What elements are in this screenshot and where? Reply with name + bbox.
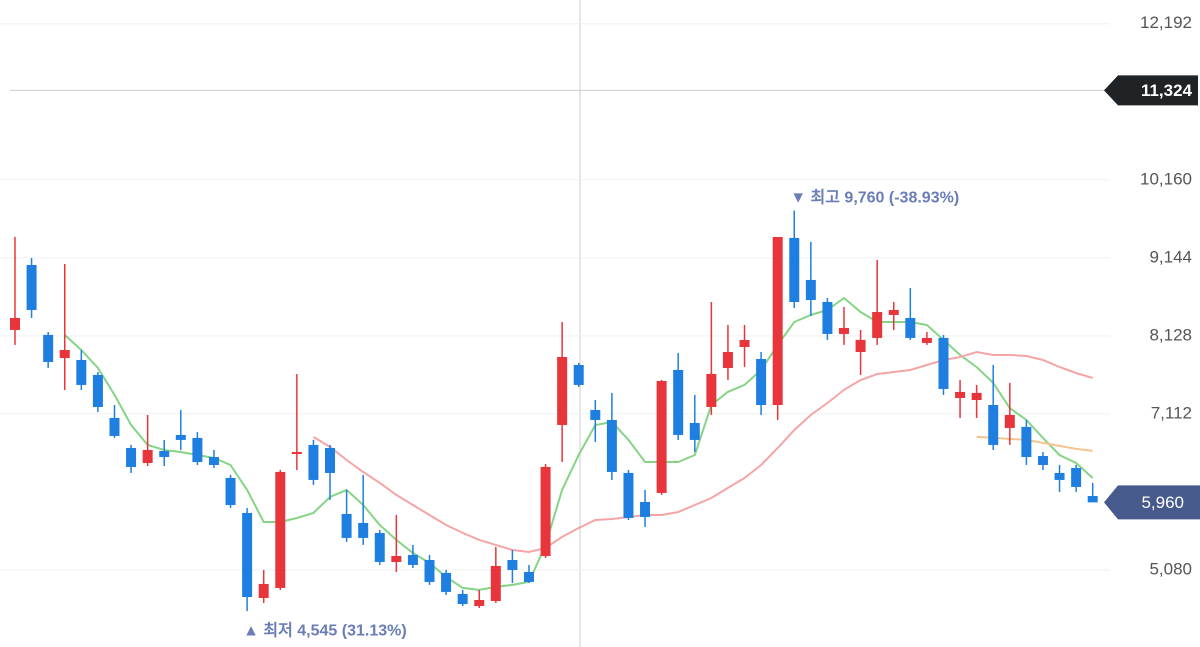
- candle-body: [789, 237, 800, 302]
- candle-body: [706, 373, 717, 407]
- candle-body: [756, 358, 767, 405]
- candle-body: [722, 351, 733, 368]
- candle-body: [540, 466, 551, 556]
- min-annotation: ▲ 최저 4,545 (31.13%): [243, 620, 407, 639]
- candle-body: [192, 437, 203, 462]
- candle-body: [888, 309, 899, 315]
- candle-body: [938, 337, 949, 389]
- max-annotation: ▼ 최고 9,760 (-38.93%): [790, 188, 959, 207]
- candle-body: [905, 317, 916, 338]
- candle-body: [805, 279, 816, 300]
- candle-body: [590, 409, 601, 420]
- candle-body: [291, 451, 302, 454]
- candle-body: [955, 391, 966, 399]
- candle-body: [855, 339, 866, 352]
- candle-body: [175, 434, 186, 440]
- last-price-box: [1104, 485, 1200, 520]
- candle-body: [971, 392, 982, 400]
- candle-body: [1037, 455, 1048, 465]
- candle-body: [441, 572, 452, 592]
- candle-body: [573, 364, 584, 385]
- candle-body: [76, 359, 87, 385]
- candle-body: [623, 472, 634, 518]
- candle-body: [26, 264, 37, 310]
- candle-body: [689, 422, 700, 440]
- candle-body: [92, 374, 103, 407]
- last-price-label: 5,960: [1141, 493, 1184, 512]
- candle-body: [325, 447, 336, 473]
- candle-body: [739, 339, 750, 348]
- y-tick-label: 8,128: [1149, 325, 1192, 344]
- candle-body: [474, 599, 485, 606]
- candle-body: [159, 450, 170, 457]
- candle-body: [640, 501, 651, 517]
- y-tick-label: 9,144: [1149, 247, 1192, 266]
- candle-body: [1004, 414, 1015, 428]
- candle-body: [507, 559, 518, 570]
- candle-body: [772, 236, 783, 405]
- candle-body: [208, 456, 219, 465]
- candle-body: [43, 334, 54, 362]
- candle-body: [490, 565, 501, 601]
- candle-body: [839, 327, 849, 334]
- candle-body: [109, 417, 120, 436]
- candle-body: [10, 317, 20, 330]
- crosshair-label: 11,324: [1141, 81, 1193, 100]
- candle-body: [872, 311, 883, 338]
- candle-body: [673, 369, 684, 435]
- candle-body: [391, 555, 402, 562]
- candle-body: [407, 554, 418, 565]
- y-tick-label: 10,160: [1140, 169, 1192, 188]
- candle-body: [258, 583, 269, 598]
- candle-body: [1054, 472, 1065, 480]
- candle-body: [275, 471, 286, 588]
- candle-body: [424, 559, 435, 582]
- candle-body: [523, 571, 534, 582]
- candle-body: [242, 512, 253, 598]
- y-tick-label: 5,080: [1149, 559, 1192, 578]
- y-tick-label: 12,192: [1140, 13, 1192, 32]
- candle-body: [921, 337, 932, 343]
- y-tick-label: 7,112: [1151, 403, 1192, 422]
- candle-body: [457, 593, 468, 604]
- candle-body: [988, 404, 999, 445]
- candle-body: [822, 301, 833, 334]
- candle-body: [374, 532, 385, 562]
- candle-body: [142, 449, 153, 463]
- candle-body: [656, 380, 667, 493]
- candle-body: [225, 477, 236, 505]
- candle-body: [126, 447, 137, 467]
- candle-body: [341, 513, 352, 538]
- moving-average-line: [64, 296, 1094, 591]
- candle-body: [606, 419, 617, 472]
- candle-body: [59, 349, 70, 358]
- moving-average-line: [312, 350, 1093, 554]
- candle-body: [1021, 426, 1032, 457]
- crosshair-label-box: [1104, 75, 1198, 106]
- candle-body: [308, 444, 319, 480]
- candle-body: [1087, 496, 1098, 503]
- candle-body: [358, 522, 369, 538]
- candle-body: [557, 356, 568, 425]
- candle-body: [1071, 467, 1082, 487]
